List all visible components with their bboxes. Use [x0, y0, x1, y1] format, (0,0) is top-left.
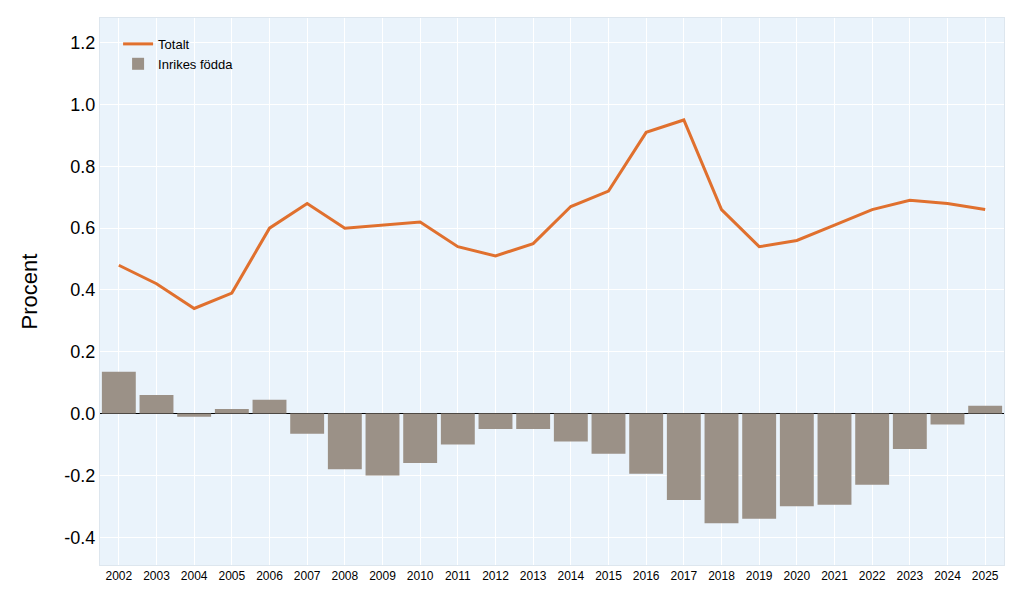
- svg-text:2012: 2012: [482, 569, 509, 583]
- svg-text:-0.4: -0.4: [64, 527, 95, 547]
- svg-text:2018: 2018: [708, 569, 735, 583]
- svg-text:2004: 2004: [181, 569, 208, 583]
- svg-text:2022: 2022: [859, 569, 886, 583]
- svg-text:-0.2: -0.2: [64, 466, 95, 486]
- svg-text:2024: 2024: [934, 569, 961, 583]
- svg-text:2002: 2002: [105, 569, 132, 583]
- svg-text:0.0: 0.0: [70, 404, 95, 424]
- svg-text:2006: 2006: [256, 569, 283, 583]
- svg-text:Procent: Procent: [17, 254, 42, 330]
- svg-text:1.0: 1.0: [70, 95, 95, 115]
- svg-text:2016: 2016: [633, 569, 660, 583]
- svg-text:0.6: 0.6: [70, 218, 95, 238]
- svg-text:2003: 2003: [143, 569, 170, 583]
- svg-text:0.4: 0.4: [70, 280, 95, 300]
- svg-text:2023: 2023: [896, 569, 923, 583]
- svg-text:2007: 2007: [294, 569, 321, 583]
- svg-text:2013: 2013: [520, 569, 547, 583]
- svg-text:0.8: 0.8: [70, 157, 95, 177]
- svg-text:2020: 2020: [783, 569, 810, 583]
- svg-text:2017: 2017: [670, 569, 697, 583]
- svg-text:2011: 2011: [445, 569, 471, 583]
- svg-text:2005: 2005: [218, 569, 245, 583]
- svg-text:1.2: 1.2: [70, 33, 95, 53]
- svg-text:2014: 2014: [557, 569, 584, 583]
- svg-text:2010: 2010: [407, 569, 434, 583]
- svg-text:Totalt: Totalt: [158, 37, 189, 52]
- svg-text:2021: 2021: [821, 569, 848, 583]
- svg-text:2019: 2019: [746, 569, 773, 583]
- svg-text:2025: 2025: [972, 569, 999, 583]
- svg-text:Inrikes födda: Inrikes födda: [158, 57, 233, 72]
- svg-text:0.2: 0.2: [70, 342, 95, 362]
- svg-text:2009: 2009: [369, 569, 396, 583]
- svg-text:2015: 2015: [595, 569, 622, 583]
- svg-text:2008: 2008: [331, 569, 358, 583]
